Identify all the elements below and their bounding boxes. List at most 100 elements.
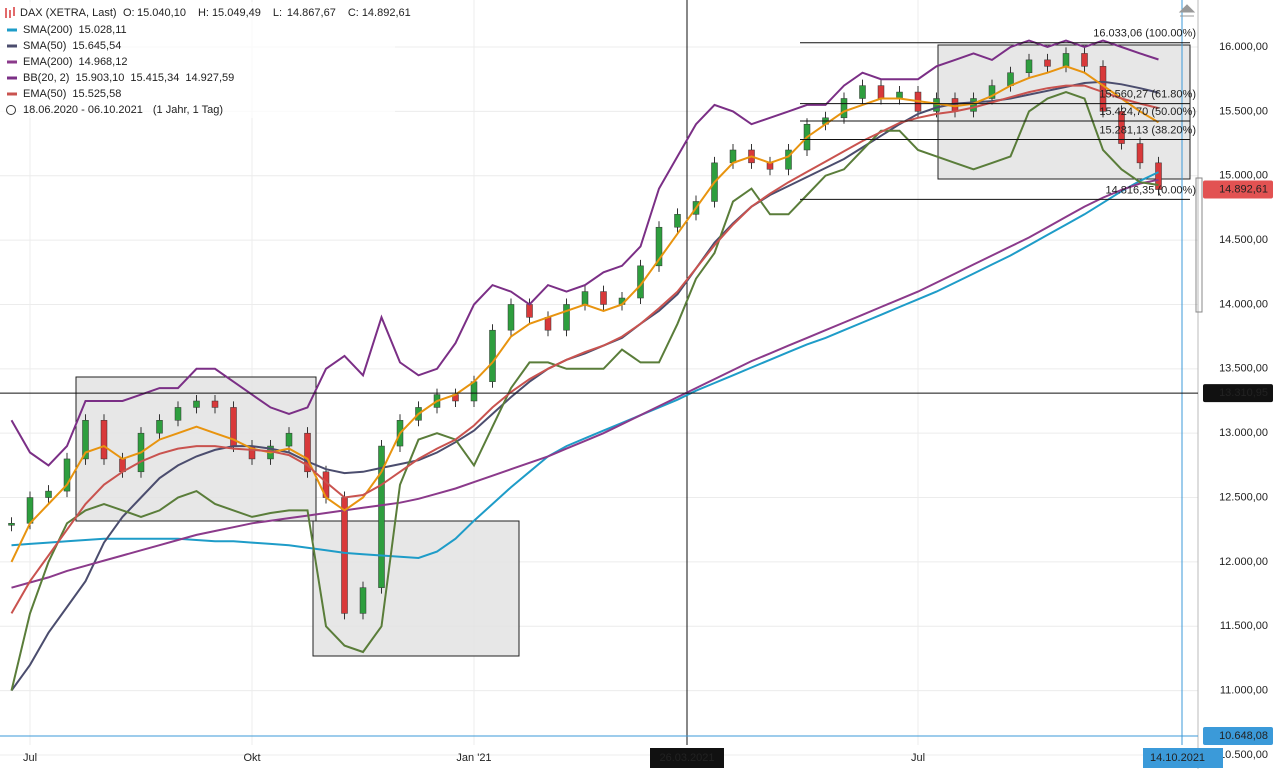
indicator-line: [10, 80, 1159, 692]
legend-name: EMA(50): [23, 88, 66, 100]
candle: [1155, 162, 1162, 190]
price-label: 10.648,08: [1219, 730, 1268, 742]
y-tick-label: 15.500,00: [1219, 105, 1268, 117]
x-tick-label: Jan '21: [456, 752, 491, 764]
date-label-box: [1143, 748, 1223, 768]
y-tick-label: 16.000,00: [1219, 41, 1268, 53]
candle: [1136, 143, 1144, 164]
candle: [544, 317, 552, 331]
legend-name: SMA(50): [23, 40, 66, 52]
chart-icon: [5, 7, 15, 18]
legend-value: 15.415,34: [130, 72, 179, 84]
indicator-line: [11, 171, 1159, 560]
fib-label: 15.281,13 (38.20%): [1099, 124, 1196, 136]
legend-bg: [0, 2, 395, 118]
price-label: 13.310,95: [1219, 387, 1268, 399]
candle: [63, 458, 71, 492]
ohlc-label: H:: [198, 7, 209, 19]
y-tick-label: 10.500,00: [1219, 749, 1268, 761]
fib-label: 15.424,70 (50.00%): [1099, 106, 1196, 118]
candle: [988, 85, 996, 99]
date-label: 26.03.2021: [659, 752, 714, 764]
candle: [1081, 53, 1088, 67]
candle: [1025, 59, 1033, 73]
ohlc-value: 14.892,61: [362, 7, 411, 19]
candle: [859, 85, 866, 99]
candle: [840, 98, 848, 119]
candle: [933, 98, 940, 112]
candle: [674, 214, 681, 228]
legend-value: 14.968,12: [79, 56, 128, 68]
x-tick-label: Jul: [911, 752, 925, 764]
ohlc-value: 15.040,10: [137, 7, 186, 19]
indicator-line: [10, 84, 1159, 614]
legend-value: 15.525,58: [72, 88, 121, 100]
fib-label: 15.560,27 (61.80%): [1099, 89, 1196, 101]
scroll-icon[interactable]: [1178, 4, 1196, 17]
fib-label: 16.033,06 (100.00%): [1093, 28, 1196, 40]
candle: [785, 149, 792, 170]
candle: [1044, 59, 1051, 67]
range-boxes: [75, 44, 1191, 657]
y-tick-label: 13.000,00: [1219, 427, 1268, 439]
ohlc-label: C:: [348, 7, 359, 19]
indicator-line: [10, 39, 1159, 467]
candle: [526, 304, 533, 318]
ohlc-value: 14.867,67: [287, 7, 336, 19]
date-label: 14.10.2021: [1150, 752, 1205, 764]
price-label: 14.892,61: [1219, 183, 1268, 195]
price-label-box: [1203, 726, 1273, 745]
candle: [100, 420, 108, 460]
legend-value: 14.927,59: [185, 72, 234, 84]
y-tick-label: 15.000,00: [1219, 170, 1268, 182]
legend-value: 15.645,54: [72, 40, 121, 52]
candle: [359, 587, 367, 614]
price-label-box: [1203, 180, 1273, 199]
indicator-line: [10, 91, 1159, 691]
legend-value: 15.903,10: [75, 72, 124, 84]
candle: [211, 400, 219, 408]
y-tick-label: 11.000,00: [1220, 685, 1268, 697]
candle: [304, 432, 311, 473]
period-note: (1 Jahr, 1 Tag): [153, 104, 223, 116]
candle: [174, 407, 182, 421]
legend-name: BB(20, 2): [23, 72, 69, 84]
candle: [341, 497, 348, 614]
ohlc-label: O:: [123, 7, 135, 19]
y-tick-label: 14.000,00: [1219, 298, 1268, 310]
candle: [193, 400, 200, 408]
y-tick-label: 13.500,00: [1219, 363, 1268, 375]
x-tick-label: Jul: [23, 752, 37, 764]
candle: [600, 291, 607, 305]
candle: [655, 226, 663, 267]
legend: DAX (XETRA, Last) O: 15.040,10 H: 15.049,49 L…: [0, 2, 411, 118]
candle: [26, 497, 34, 524]
candle: [1118, 111, 1125, 144]
price-range-bar: [1195, 177, 1203, 313]
price-label-box: [1203, 384, 1273, 403]
candle: [156, 420, 163, 434]
candle: [581, 291, 589, 305]
period: 18.06.2020 - 06.10.2021: [23, 104, 143, 116]
candle: [507, 304, 515, 331]
candle: [729, 149, 737, 164]
candle: [285, 432, 293, 447]
candle: [1062, 53, 1070, 67]
y-tick-label: 14.500,00: [1219, 234, 1268, 246]
indicator-line: [10, 65, 1160, 563]
candle: [877, 85, 885, 99]
x-tick-label: Okt: [243, 752, 260, 764]
chart-title: DAX (XETRA, Last): [20, 7, 117, 19]
candle: [8, 523, 15, 526]
legend-name: SMA(200): [23, 24, 73, 36]
y-tick-label: 12.000,00: [1219, 556, 1268, 568]
candle: [563, 304, 570, 331]
candle: [378, 445, 385, 588]
legend-value: 15.028,11: [79, 24, 127, 36]
candle: [45, 490, 52, 498]
legend-name: EMA(200): [23, 56, 73, 68]
candle: [470, 381, 478, 402]
clock-icon: [6, 105, 16, 115]
ohlc-label: L:: [273, 7, 282, 19]
